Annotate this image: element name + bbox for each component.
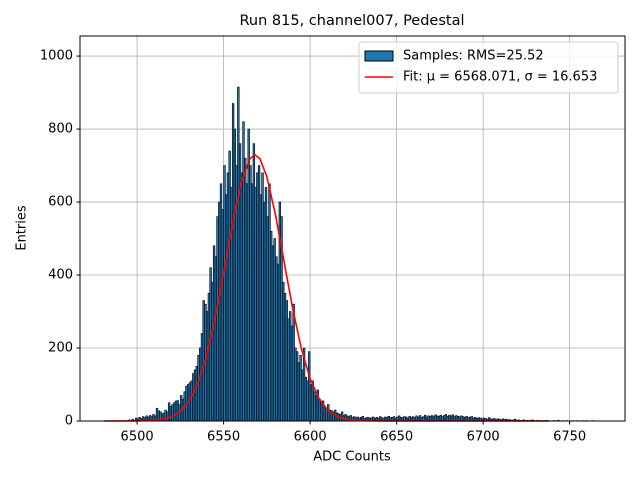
- x-tick-label: 6650: [380, 430, 413, 445]
- y-axis-label: Entries: [15, 205, 30, 251]
- y-tick-label: 600: [48, 195, 73, 210]
- legend-label: Samples: RMS=25.52: [403, 49, 544, 64]
- legend-swatch: [365, 51, 393, 61]
- x-tick-label: 6750: [553, 430, 586, 445]
- legend: Samples: RMS=25.52 Fit: μ = 6568.071, σ =…: [359, 42, 618, 93]
- x-tick-label: 6500: [121, 430, 154, 445]
- x-tick-label: 6700: [467, 430, 500, 445]
- x-tick-label: 6550: [207, 430, 240, 445]
- y-tick-label: 200: [48, 341, 73, 356]
- x-axis-label: ADC Counts: [313, 450, 391, 465]
- y-tick-label: 400: [48, 268, 73, 283]
- legend-label: Fit: μ = 6568.071, σ = 16.653: [403, 70, 597, 85]
- y-tick-label: 0: [65, 414, 73, 429]
- y-tick-label: 1000: [40, 49, 73, 64]
- chart-title: Run 815, channel007, Pedestal: [239, 13, 464, 29]
- y-tick-label: 800: [48, 122, 73, 137]
- x-tick-label: 6600: [294, 430, 327, 445]
